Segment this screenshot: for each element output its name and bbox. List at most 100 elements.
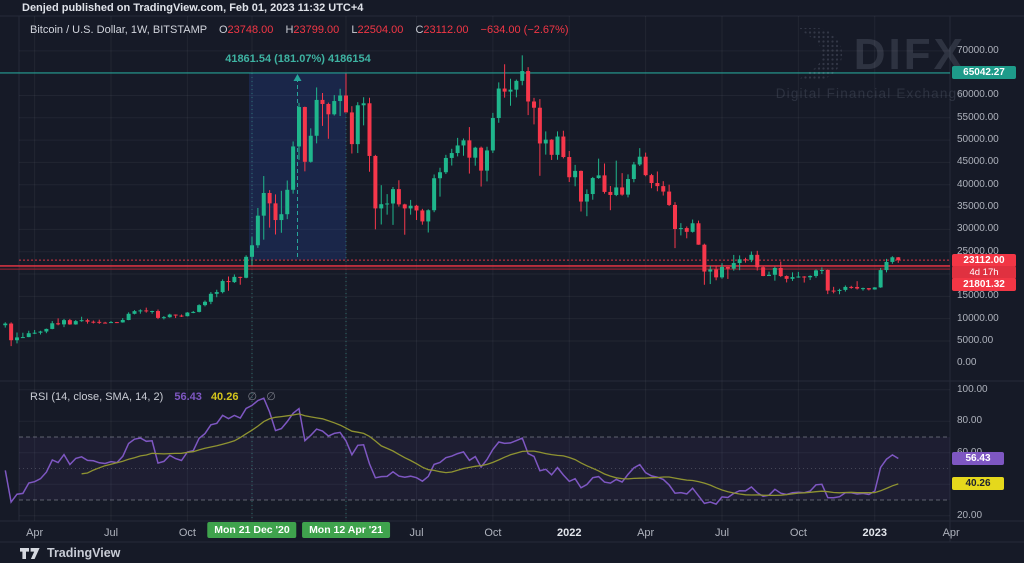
candle-body bbox=[678, 228, 683, 230]
open-label: O bbox=[218, 24, 228, 36]
price-tick-label: 25000.00 bbox=[957, 245, 999, 257]
candle-body bbox=[714, 269, 719, 278]
candle-body bbox=[808, 275, 813, 278]
candle-body bbox=[508, 89, 513, 92]
candle-body bbox=[443, 157, 448, 173]
low-label: L bbox=[351, 24, 358, 36]
candle-body bbox=[126, 313, 131, 320]
rsi-tick-label: 80.00 bbox=[957, 415, 983, 427]
candle-body bbox=[391, 189, 395, 204]
candle-body bbox=[138, 310, 143, 312]
candle-body bbox=[338, 95, 343, 102]
footer[interactable]: TradingView bbox=[20, 546, 120, 560]
publish-bar[interactable]: Denjed published on TradingView.com, Feb… bbox=[22, 1, 363, 16]
candle-body bbox=[250, 245, 254, 257]
candle-body bbox=[819, 269, 824, 271]
price-tick-label: 35000.00 bbox=[957, 201, 999, 213]
rsi-empty-value-2: ∅ bbox=[266, 391, 276, 403]
symbol-title: Bitcoin / U.S. Dollar, 1W, BITSTAMP bbox=[30, 24, 207, 36]
candle-body bbox=[802, 276, 807, 278]
rsi-indicator-header[interactable]: RSI (14, close, SMA, 14, 2) 56.43 40.26 … bbox=[30, 390, 276, 403]
candle-body bbox=[490, 118, 495, 151]
candle-body bbox=[884, 261, 889, 271]
candle-body bbox=[302, 107, 307, 162]
tradingview-brand-text[interactable]: TradingView bbox=[47, 546, 121, 560]
high-value: 23799.00 bbox=[293, 24, 340, 36]
candle-body bbox=[602, 175, 607, 192]
candle-body bbox=[655, 183, 660, 187]
difx-subtitle: Digital Financial Exchange bbox=[775, 86, 966, 101]
time-tick-label: Oct bbox=[178, 527, 196, 539]
change-value: −634.00 (−2.67%) bbox=[480, 24, 569, 36]
candle-body bbox=[643, 156, 648, 176]
candle-body bbox=[866, 288, 871, 290]
price-tick-label: 45000.00 bbox=[957, 156, 999, 168]
time-tick-label: Oct bbox=[789, 527, 807, 539]
time-tick-label: 2022 bbox=[557, 527, 582, 539]
candle-body bbox=[267, 192, 272, 204]
red-line-price-label: 21801.32 bbox=[952, 278, 1016, 291]
candle-body bbox=[385, 203, 390, 205]
candle-body bbox=[314, 99, 319, 136]
candle-body bbox=[814, 270, 818, 276]
rsi-sma-value: 40.26 bbox=[210, 391, 239, 403]
price-tick-label: 30000.00 bbox=[957, 223, 999, 235]
rsi-empty-value-1: ∅ bbox=[247, 391, 258, 403]
candle-body bbox=[567, 157, 572, 178]
candle-body bbox=[361, 103, 366, 106]
candle-body bbox=[872, 287, 877, 290]
candle-body bbox=[755, 254, 760, 268]
candle-body bbox=[543, 139, 548, 144]
candle-body bbox=[761, 267, 766, 277]
candle-body bbox=[20, 337, 25, 339]
candle-body bbox=[432, 178, 437, 211]
candle-body bbox=[150, 311, 155, 313]
candle-body bbox=[796, 276, 801, 278]
candle-body bbox=[696, 223, 701, 245]
candle-body bbox=[743, 259, 748, 261]
candle-body bbox=[291, 146, 296, 190]
time-tick-label: Apr bbox=[26, 527, 44, 539]
candle-body bbox=[50, 323, 55, 329]
candle-body bbox=[44, 328, 49, 332]
candle-body bbox=[890, 257, 895, 262]
candle-body bbox=[56, 323, 61, 325]
price-tick-label: 10000.00 bbox=[957, 312, 999, 324]
rsi-sma-value-label: 40.26 bbox=[952, 477, 1004, 490]
candle-body bbox=[614, 187, 619, 195]
high-label: H bbox=[285, 24, 294, 36]
candle-body bbox=[720, 266, 724, 278]
candle-body bbox=[109, 322, 113, 324]
candle-body bbox=[191, 311, 196, 313]
candle-body bbox=[596, 175, 601, 179]
time-tick-label: Jul bbox=[714, 527, 730, 539]
candle-body bbox=[308, 135, 313, 162]
candle-body bbox=[455, 145, 460, 154]
candle-body bbox=[67, 320, 72, 325]
price-tick-label: 60000.00 bbox=[957, 89, 999, 101]
candle-body bbox=[349, 112, 354, 145]
candle-body bbox=[379, 204, 384, 209]
candle-body bbox=[702, 244, 707, 272]
candle-body bbox=[396, 189, 401, 205]
tradingview-logo-icon bbox=[20, 547, 40, 559]
current-price-label: 23112.00 bbox=[952, 254, 1016, 267]
candle-body bbox=[261, 192, 266, 216]
red-zone bbox=[19, 265, 950, 270]
candle-body bbox=[114, 322, 119, 324]
price-tick-label: 40000.00 bbox=[957, 178, 999, 190]
candle-body bbox=[408, 205, 413, 209]
candle-body bbox=[731, 263, 736, 269]
candle-body bbox=[255, 215, 260, 246]
candle-body bbox=[355, 105, 360, 145]
symbol-header[interactable]: Bitcoin / U.S. Dollar, 1W, BITSTAMP O 237… bbox=[30, 24, 569, 36]
price-tick-label: 70000.00 bbox=[957, 44, 999, 56]
price-tick-label: 50000.00 bbox=[957, 134, 999, 146]
candle-body bbox=[420, 210, 425, 222]
green-price-label: 65042.27 bbox=[952, 65, 1016, 79]
candle-body bbox=[132, 311, 137, 314]
candle-body bbox=[855, 286, 860, 289]
bar-countdown-label: 4d 17h bbox=[952, 266, 1016, 279]
highlight-date-label: Mon 21 Dec '20 bbox=[207, 522, 297, 538]
